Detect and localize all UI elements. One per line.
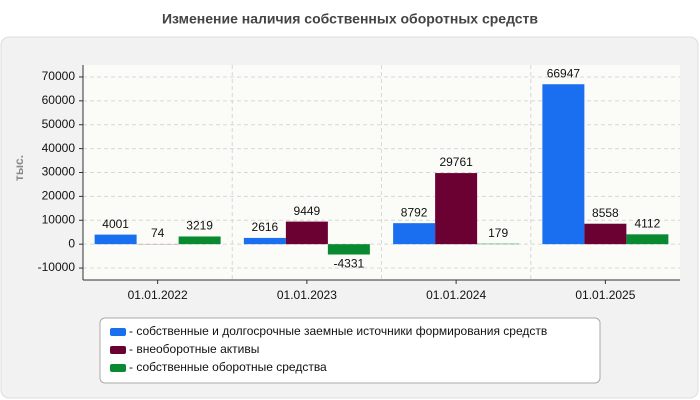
value-label: -4331 bbox=[334, 257, 365, 271]
y-tick-label: 0 bbox=[68, 236, 75, 250]
x-tick-label: 01.01.2022 bbox=[128, 288, 188, 302]
value-label: 9449 bbox=[294, 204, 321, 218]
x-tick-label: 01.01.2023 bbox=[277, 288, 337, 302]
value-label: 74 bbox=[151, 226, 165, 240]
bar bbox=[542, 84, 585, 245]
y-tick-label: 30000 bbox=[42, 165, 76, 179]
bar bbox=[94, 234, 137, 245]
y-tick-label: 10000 bbox=[42, 212, 76, 226]
y-tick-label: 20000 bbox=[42, 189, 76, 203]
bar bbox=[435, 173, 478, 245]
value-label: 2616 bbox=[252, 220, 279, 234]
bar bbox=[393, 223, 436, 245]
legend-label: - внеоборотные активы bbox=[129, 342, 259, 356]
legend-swatch bbox=[110, 346, 126, 354]
y-tick-label: 50000 bbox=[42, 117, 76, 131]
bar bbox=[327, 244, 370, 255]
y-tick-label: -10000 bbox=[38, 260, 76, 274]
y-tick-label: 70000 bbox=[42, 69, 76, 83]
legend bbox=[99, 317, 601, 384]
value-label: 179 bbox=[488, 226, 508, 240]
y-tick-label: 40000 bbox=[42, 141, 76, 155]
x-tick-label: 01.01.2025 bbox=[575, 288, 635, 302]
value-label: 66947 bbox=[547, 66, 581, 80]
value-label: 8558 bbox=[592, 206, 619, 220]
value-label: 4001 bbox=[102, 217, 129, 231]
legend-label: - собственные оборотные средства bbox=[129, 360, 327, 374]
bar bbox=[584, 223, 627, 245]
bar bbox=[178, 236, 221, 245]
value-label: 8792 bbox=[401, 205, 428, 219]
legend-swatch bbox=[110, 328, 126, 336]
value-label: 4112 bbox=[634, 217, 660, 231]
y-tick-label: 60000 bbox=[42, 93, 76, 107]
bar bbox=[285, 221, 328, 245]
legend-label: - собственные и долгосрочные заемные ист… bbox=[129, 324, 547, 338]
value-label: 29761 bbox=[439, 155, 473, 169]
y-axis-label: тыс. bbox=[12, 155, 26, 181]
value-label: 3219 bbox=[186, 219, 213, 233]
legend-swatch bbox=[110, 364, 126, 372]
bar bbox=[243, 237, 286, 245]
chart-title: Изменение наличия собственных оборотных … bbox=[162, 11, 538, 27]
bar bbox=[626, 234, 669, 245]
x-tick-label: 01.01.2024 bbox=[426, 288, 486, 302]
